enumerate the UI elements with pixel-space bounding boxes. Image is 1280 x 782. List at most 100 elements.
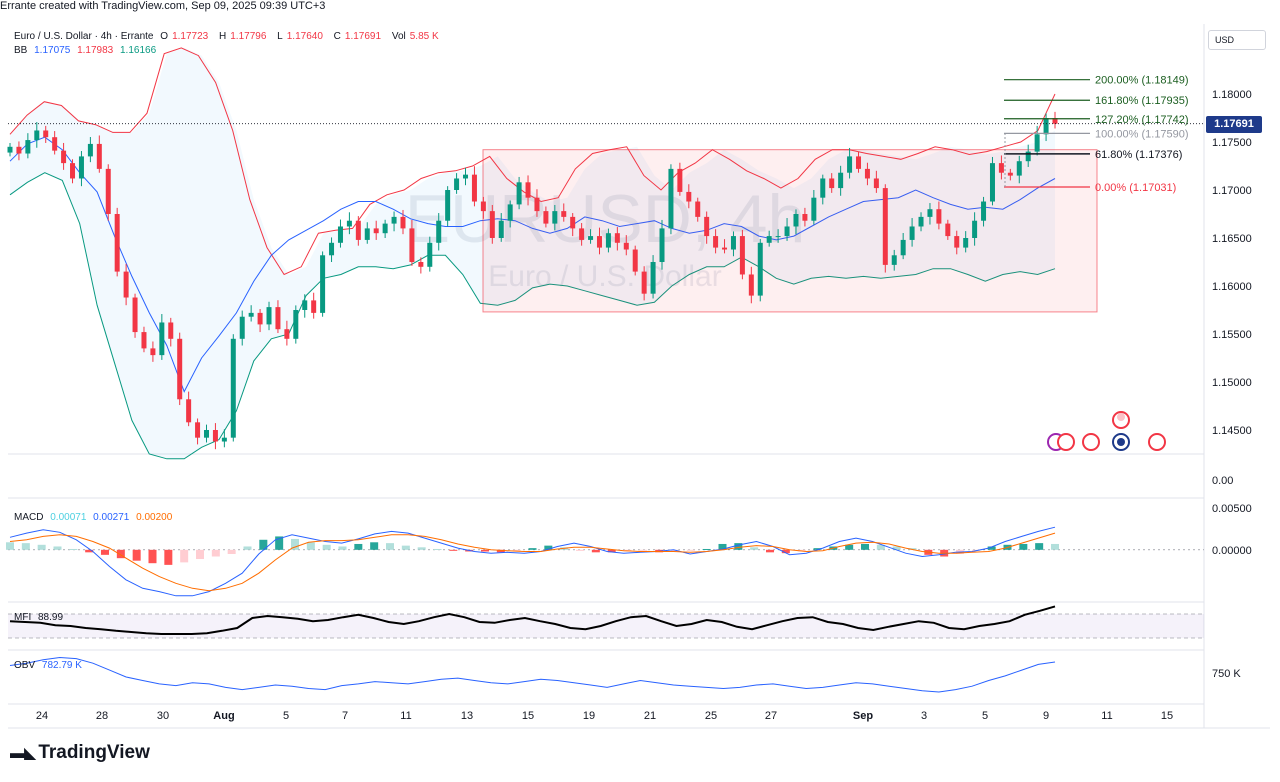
candle-body bbox=[927, 209, 933, 217]
candle-body bbox=[150, 348, 156, 356]
candle-body bbox=[695, 201, 701, 217]
price-axis-tick: 1.18000 bbox=[1212, 89, 1252, 101]
candle-body bbox=[400, 216, 406, 229]
us-flag-icon[interactable] bbox=[1112, 411, 1130, 429]
candle-body bbox=[364, 228, 370, 240]
bb-fill bbox=[10, 47, 1055, 459]
macd-histogram-bar bbox=[227, 549, 236, 554]
candle-body bbox=[739, 236, 745, 275]
candle-body bbox=[1034, 134, 1040, 152]
tradingview-logo-icon: ▬◣ bbox=[10, 745, 36, 762]
macd-histogram-bar bbox=[164, 549, 173, 565]
macd-histogram-bar bbox=[196, 549, 204, 560]
bb-legend[interactable]: BB 1.17075 1.17983 1.16166 bbox=[14, 45, 160, 56]
us-flag-icon[interactable] bbox=[1082, 433, 1100, 451]
candle-body bbox=[838, 172, 844, 189]
candle-body bbox=[266, 307, 272, 325]
macd-histogram-bar bbox=[322, 544, 331, 550]
candle-body bbox=[239, 316, 245, 339]
macd-histogram-bar bbox=[781, 549, 790, 554]
candle-body bbox=[320, 255, 326, 313]
macd-histogram-bar bbox=[496, 549, 505, 553]
candle-body bbox=[561, 211, 567, 217]
macd-histogram-bar bbox=[338, 546, 347, 550]
macd-histogram-bar bbox=[528, 548, 537, 550]
fib-level-label: 127.20% (1.17742) bbox=[1095, 114, 1189, 126]
obv-panel bbox=[9, 656, 1056, 693]
main-legend[interactable]: Euro / U.S. Dollar · 4h · Errante O 1.177… bbox=[14, 31, 439, 42]
candle-body bbox=[722, 247, 728, 250]
macd-axis-tick: 0.00500 bbox=[1212, 503, 1252, 515]
open-value: 1.17723 bbox=[172, 31, 209, 42]
candle-body bbox=[382, 223, 388, 234]
candle-body bbox=[355, 220, 361, 240]
candle-body bbox=[686, 191, 692, 202]
candle-body bbox=[793, 214, 799, 227]
candle-body bbox=[409, 228, 415, 262]
bb-upper-line bbox=[9, 47, 1056, 276]
candle-body bbox=[212, 430, 218, 442]
macd-histogram-bar bbox=[148, 549, 157, 564]
time-axis-tick: 24 bbox=[36, 710, 48, 722]
symbol-label[interactable]: Euro / U.S. Dollar · 4h · Errante bbox=[14, 31, 154, 42]
time-axis-tick: 11 bbox=[1101, 710, 1112, 722]
economic-events[interactable] bbox=[1047, 411, 1166, 451]
candle-body bbox=[891, 255, 897, 265]
candle-body bbox=[641, 271, 647, 294]
candle-body bbox=[463, 174, 469, 179]
macd-legend[interactable]: MACD 0.00071 0.00271 0.00200 bbox=[14, 512, 176, 523]
candle-body bbox=[596, 236, 602, 248]
candle-body bbox=[436, 220, 442, 243]
candle-body bbox=[454, 178, 460, 190]
candle-body bbox=[677, 168, 683, 192]
candle-body bbox=[757, 242, 763, 296]
candle-body bbox=[820, 178, 826, 198]
tradingview-logo[interactable]: ▬◣ TradingView bbox=[10, 742, 150, 764]
candle-body bbox=[873, 178, 879, 189]
candle-body bbox=[168, 322, 174, 339]
candle-body bbox=[802, 214, 808, 221]
candle-body bbox=[489, 211, 495, 238]
obv-axis-tick: 750 K bbox=[1212, 668, 1241, 680]
candle-body bbox=[1007, 172, 1013, 176]
candle-body bbox=[248, 312, 254, 317]
obv-legend[interactable]: OBV 782.79 K bbox=[14, 660, 86, 671]
candle-body bbox=[552, 211, 558, 224]
fib-level-label: 61.80% (1.17376) bbox=[1095, 149, 1182, 161]
candle-body bbox=[748, 274, 754, 296]
time-axis-tick: 27 bbox=[765, 710, 777, 722]
macd-histogram-bar bbox=[845, 544, 854, 550]
bb-lower-value: 1.16166 bbox=[120, 45, 157, 56]
candle-body bbox=[847, 156, 853, 173]
candle-body bbox=[480, 201, 486, 212]
macd-histogram-bar bbox=[449, 549, 458, 551]
macd-histogram-bar bbox=[101, 549, 109, 555]
candle-body bbox=[811, 197, 817, 221]
us-flag-icon-inner bbox=[1117, 413, 1125, 421]
macd-histogram-bar bbox=[718, 543, 727, 550]
macd-histogram-bar bbox=[180, 549, 189, 563]
time-axis-tick: 11 bbox=[400, 710, 411, 722]
time-axis-tick: 28 bbox=[96, 710, 108, 722]
candle-body bbox=[623, 242, 629, 250]
fib-level-label: 0.00% (1.17031) bbox=[1095, 182, 1176, 194]
us-flag-icon[interactable] bbox=[1057, 433, 1075, 451]
time-axis-tick: 5 bbox=[982, 710, 988, 722]
candle-body bbox=[918, 216, 924, 227]
macd-histogram-bar bbox=[607, 549, 616, 553]
candle-body bbox=[579, 228, 585, 240]
candle-body bbox=[177, 338, 183, 400]
candle-body bbox=[972, 220, 978, 238]
volume-axis-tick: 0.00 bbox=[1212, 475, 1233, 487]
mfi-legend[interactable]: MFI 88.99 bbox=[14, 612, 67, 623]
macd-histogram-bar bbox=[876, 544, 885, 550]
macd-hist-value: 0.00071 bbox=[50, 512, 87, 523]
currency-selector[interactable]: USD bbox=[1208, 30, 1266, 50]
price-axis-tick: 1.14500 bbox=[1212, 425, 1252, 437]
fibonacci-extension: 200.00% (1.18149) 161.80% (1.17935) 127.20… bbox=[1004, 75, 1189, 194]
us-flag-icon[interactable] bbox=[1148, 433, 1166, 451]
candle-body bbox=[284, 329, 290, 339]
watermark-symbol: EURUSD, 4h bbox=[405, 181, 806, 257]
macd-histogram-bar bbox=[576, 549, 584, 551]
